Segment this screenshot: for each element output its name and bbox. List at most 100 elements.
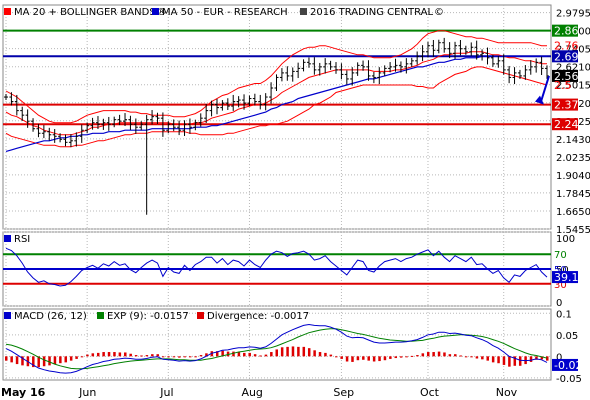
divergence-bar <box>421 353 425 357</box>
divergence-bar <box>437 351 441 357</box>
divergence-bar <box>96 352 100 357</box>
x-tick-label: Nov <box>496 386 518 399</box>
macd-y-tick-label: -0.05 <box>556 374 582 385</box>
bollinger-upper-line <box>5 30 547 124</box>
rsi-y-tick-label: 50 <box>556 265 569 276</box>
legend-swatch <box>300 8 307 15</box>
last-price-tag: 2.56 <box>554 70 579 83</box>
divergence-bar <box>448 354 452 357</box>
divergence-bar <box>475 356 479 359</box>
divergence-bar <box>324 352 327 357</box>
divergence-bar <box>286 346 289 357</box>
legend-swatch <box>97 312 104 319</box>
divergence-bar <box>470 356 473 358</box>
legend-label: RSI <box>14 234 30 245</box>
divergence-bar <box>340 356 343 359</box>
macd-y-tick-label: 0.1 <box>556 309 572 320</box>
legend-label: EXP (9): -0.0157 <box>107 311 189 322</box>
macd-value-tag: -0.02 <box>554 359 582 372</box>
y-tick-label: 1.9040 <box>556 171 590 182</box>
divergence-bar <box>540 356 544 360</box>
divergence-bar <box>183 356 187 358</box>
divergence-bar <box>351 356 354 362</box>
price-level-tag: 2.24 <box>554 118 579 131</box>
divergence-bar <box>546 356 549 361</box>
divergence-bar <box>405 356 408 358</box>
divergence-bar <box>335 356 338 358</box>
legend-label: MA 20 + BOLLINGER BANDS <box>14 7 156 18</box>
y-tick-label: 1.5455 <box>556 225 590 236</box>
y-tick-label: 2.6210 <box>556 63 590 74</box>
divergence-bar <box>42 356 46 367</box>
ma50-line <box>5 55 547 152</box>
divergence-bar <box>259 355 262 357</box>
grid <box>3 5 551 380</box>
divergence-bar <box>113 352 116 357</box>
divergence-bar <box>156 354 159 357</box>
divergence-bar <box>129 353 132 357</box>
signal-line <box>5 328 548 370</box>
panel-backgrounds <box>2 4 552 381</box>
divergence-bar <box>194 356 197 358</box>
divergence-bar <box>318 352 322 357</box>
legend-marker: ® <box>157 7 167 18</box>
divergence-bar <box>91 353 95 357</box>
series <box>4 30 550 374</box>
divergence-bar <box>237 352 241 357</box>
price-level-tag: 2.37 <box>554 99 579 112</box>
y-tick-label: 1.7845 <box>556 189 590 200</box>
x-tick-label: Jun <box>78 386 96 399</box>
rsi-value-tag-box <box>552 271 578 284</box>
y-tick-label: 1.6650 <box>556 207 590 218</box>
x-tick-label: Aug <box>241 386 262 399</box>
divergence-bar <box>394 356 398 359</box>
rsi-y-tick-label: 0 <box>556 298 562 309</box>
legend-label: 2016 TRADING CENTRAL <box>310 7 433 18</box>
divergence-bar <box>86 354 89 357</box>
divergence-bar <box>188 356 192 358</box>
y-tick-label: 2.5015 <box>556 81 590 92</box>
divergence-bar <box>513 356 517 366</box>
divergence-bar <box>140 355 143 357</box>
divergence-bar <box>270 352 273 357</box>
divergence-bar <box>508 356 511 367</box>
panel-price <box>2 4 552 230</box>
divergence-bar <box>529 356 533 362</box>
divergence-bar <box>53 356 57 365</box>
divergence-bar <box>291 346 295 357</box>
divergence-bar <box>253 354 257 357</box>
divergence-bar <box>329 354 333 357</box>
divergence-bar <box>167 356 170 358</box>
legend-swatch <box>197 312 204 319</box>
divergence-bar <box>59 356 62 364</box>
divergence-bar <box>232 351 235 357</box>
divergence-bar <box>64 356 68 363</box>
legend-label: MACD (26, 12) <box>14 311 87 322</box>
divergence-bar <box>248 352 251 357</box>
divergence-bar <box>80 356 84 358</box>
divergence-bar <box>502 356 506 365</box>
divergence-bar <box>205 353 208 357</box>
divergence-bar <box>302 346 306 357</box>
rsi-level-label: 30 <box>554 280 567 291</box>
divergence-bar <box>410 355 414 357</box>
rsi-level-label: 70 <box>554 250 567 261</box>
divergence-bar <box>378 356 381 362</box>
divergence-bar <box>497 356 500 364</box>
bollinger-value-tag: 2.76 <box>554 40 579 53</box>
price-level-tag-box <box>552 98 578 111</box>
divergence-bar <box>32 356 35 368</box>
legend-label: Divergence: -0.0017 <box>207 311 309 322</box>
legends: MA 20 + BOLLINGER BANDS ®MA 50 - EUR - RE… <box>4 7 444 322</box>
bollinger-value-tag: 2.5 <box>554 79 572 92</box>
x-tick-label: Sep <box>333 386 354 399</box>
price-level-tag: 2.86 <box>554 25 579 38</box>
divergence-bar <box>459 355 462 357</box>
divergence-bar <box>535 356 538 360</box>
divergence-bar <box>518 356 522 366</box>
macd-y-tick-label: 0 <box>556 352 562 363</box>
forecast-arrow-head <box>535 95 544 105</box>
divergence-bar <box>313 350 316 357</box>
